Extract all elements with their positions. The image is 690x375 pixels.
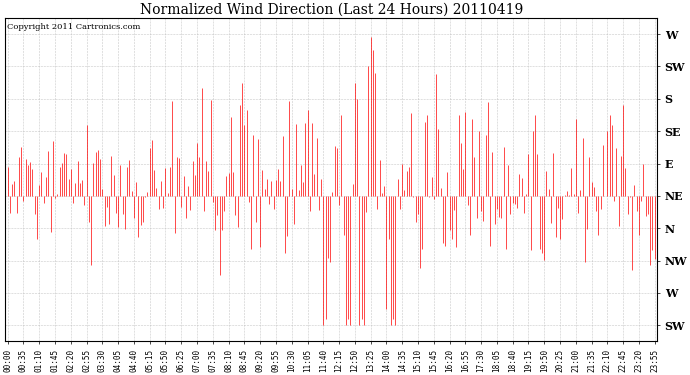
Text: Copyright 2011 Cartronics.com: Copyright 2011 Cartronics.com [7, 23, 140, 31]
Title: Normalized Wind Direction (Last 24 Hours) 20110419: Normalized Wind Direction (Last 24 Hours… [139, 3, 523, 17]
